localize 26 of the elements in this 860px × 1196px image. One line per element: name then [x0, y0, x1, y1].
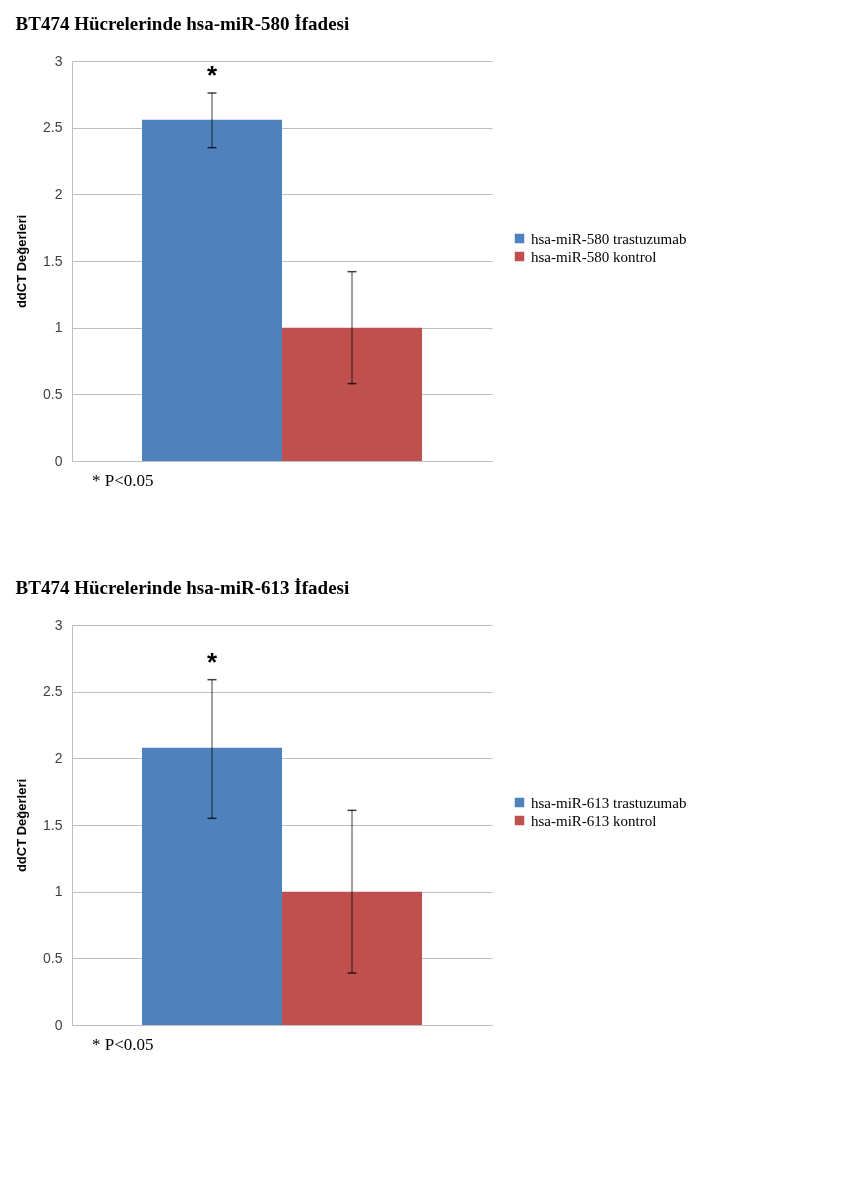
legend-label: hsa-miR-580 trastuzumab	[531, 230, 687, 247]
y-tick-label: 3	[54, 52, 63, 69]
y-tick-label: 2.5	[43, 683, 63, 700]
y-tick-label: 3	[54, 616, 63, 633]
y-tick-label: 1	[54, 883, 63, 900]
annotation: *	[206, 60, 218, 90]
y-tick-label: 1	[54, 319, 63, 336]
y-tick-label: 1.5	[43, 252, 63, 269]
annotation: *	[206, 646, 218, 677]
legend-label: hsa-miR-613 trastuzumab	[531, 794, 687, 811]
y-tick-label: 0	[54, 1016, 63, 1033]
y-axis-title: ddCT Değerleri	[14, 214, 30, 309]
y-tick-label: 0.5	[43, 949, 63, 966]
legend-label: hsa-miR-580 kontrol	[531, 248, 657, 265]
legend-label: hsa-miR-613 kontrol	[531, 812, 657, 829]
y-tick-label: 2.5	[43, 119, 63, 136]
y-tick-label: 2	[54, 749, 63, 766]
y-tick-label: 0.5	[43, 385, 63, 402]
text: * P<0.05	[92, 1035, 154, 1054]
text: * P<0.05	[92, 471, 154, 490]
y-tick-label: 0	[54, 452, 63, 469]
chart-title: BT474 Hücrelerinde hsa-miR-580 İfadesi	[15, 13, 350, 34]
y-tick-label: 1.5	[43, 816, 63, 833]
chart-title: BT474 Hücrelerinde hsa-miR-613 İfadesi	[15, 577, 350, 598]
y-tick-label: 2	[54, 185, 63, 202]
y-axis-title: ddCT Değerleri	[14, 778, 30, 873]
